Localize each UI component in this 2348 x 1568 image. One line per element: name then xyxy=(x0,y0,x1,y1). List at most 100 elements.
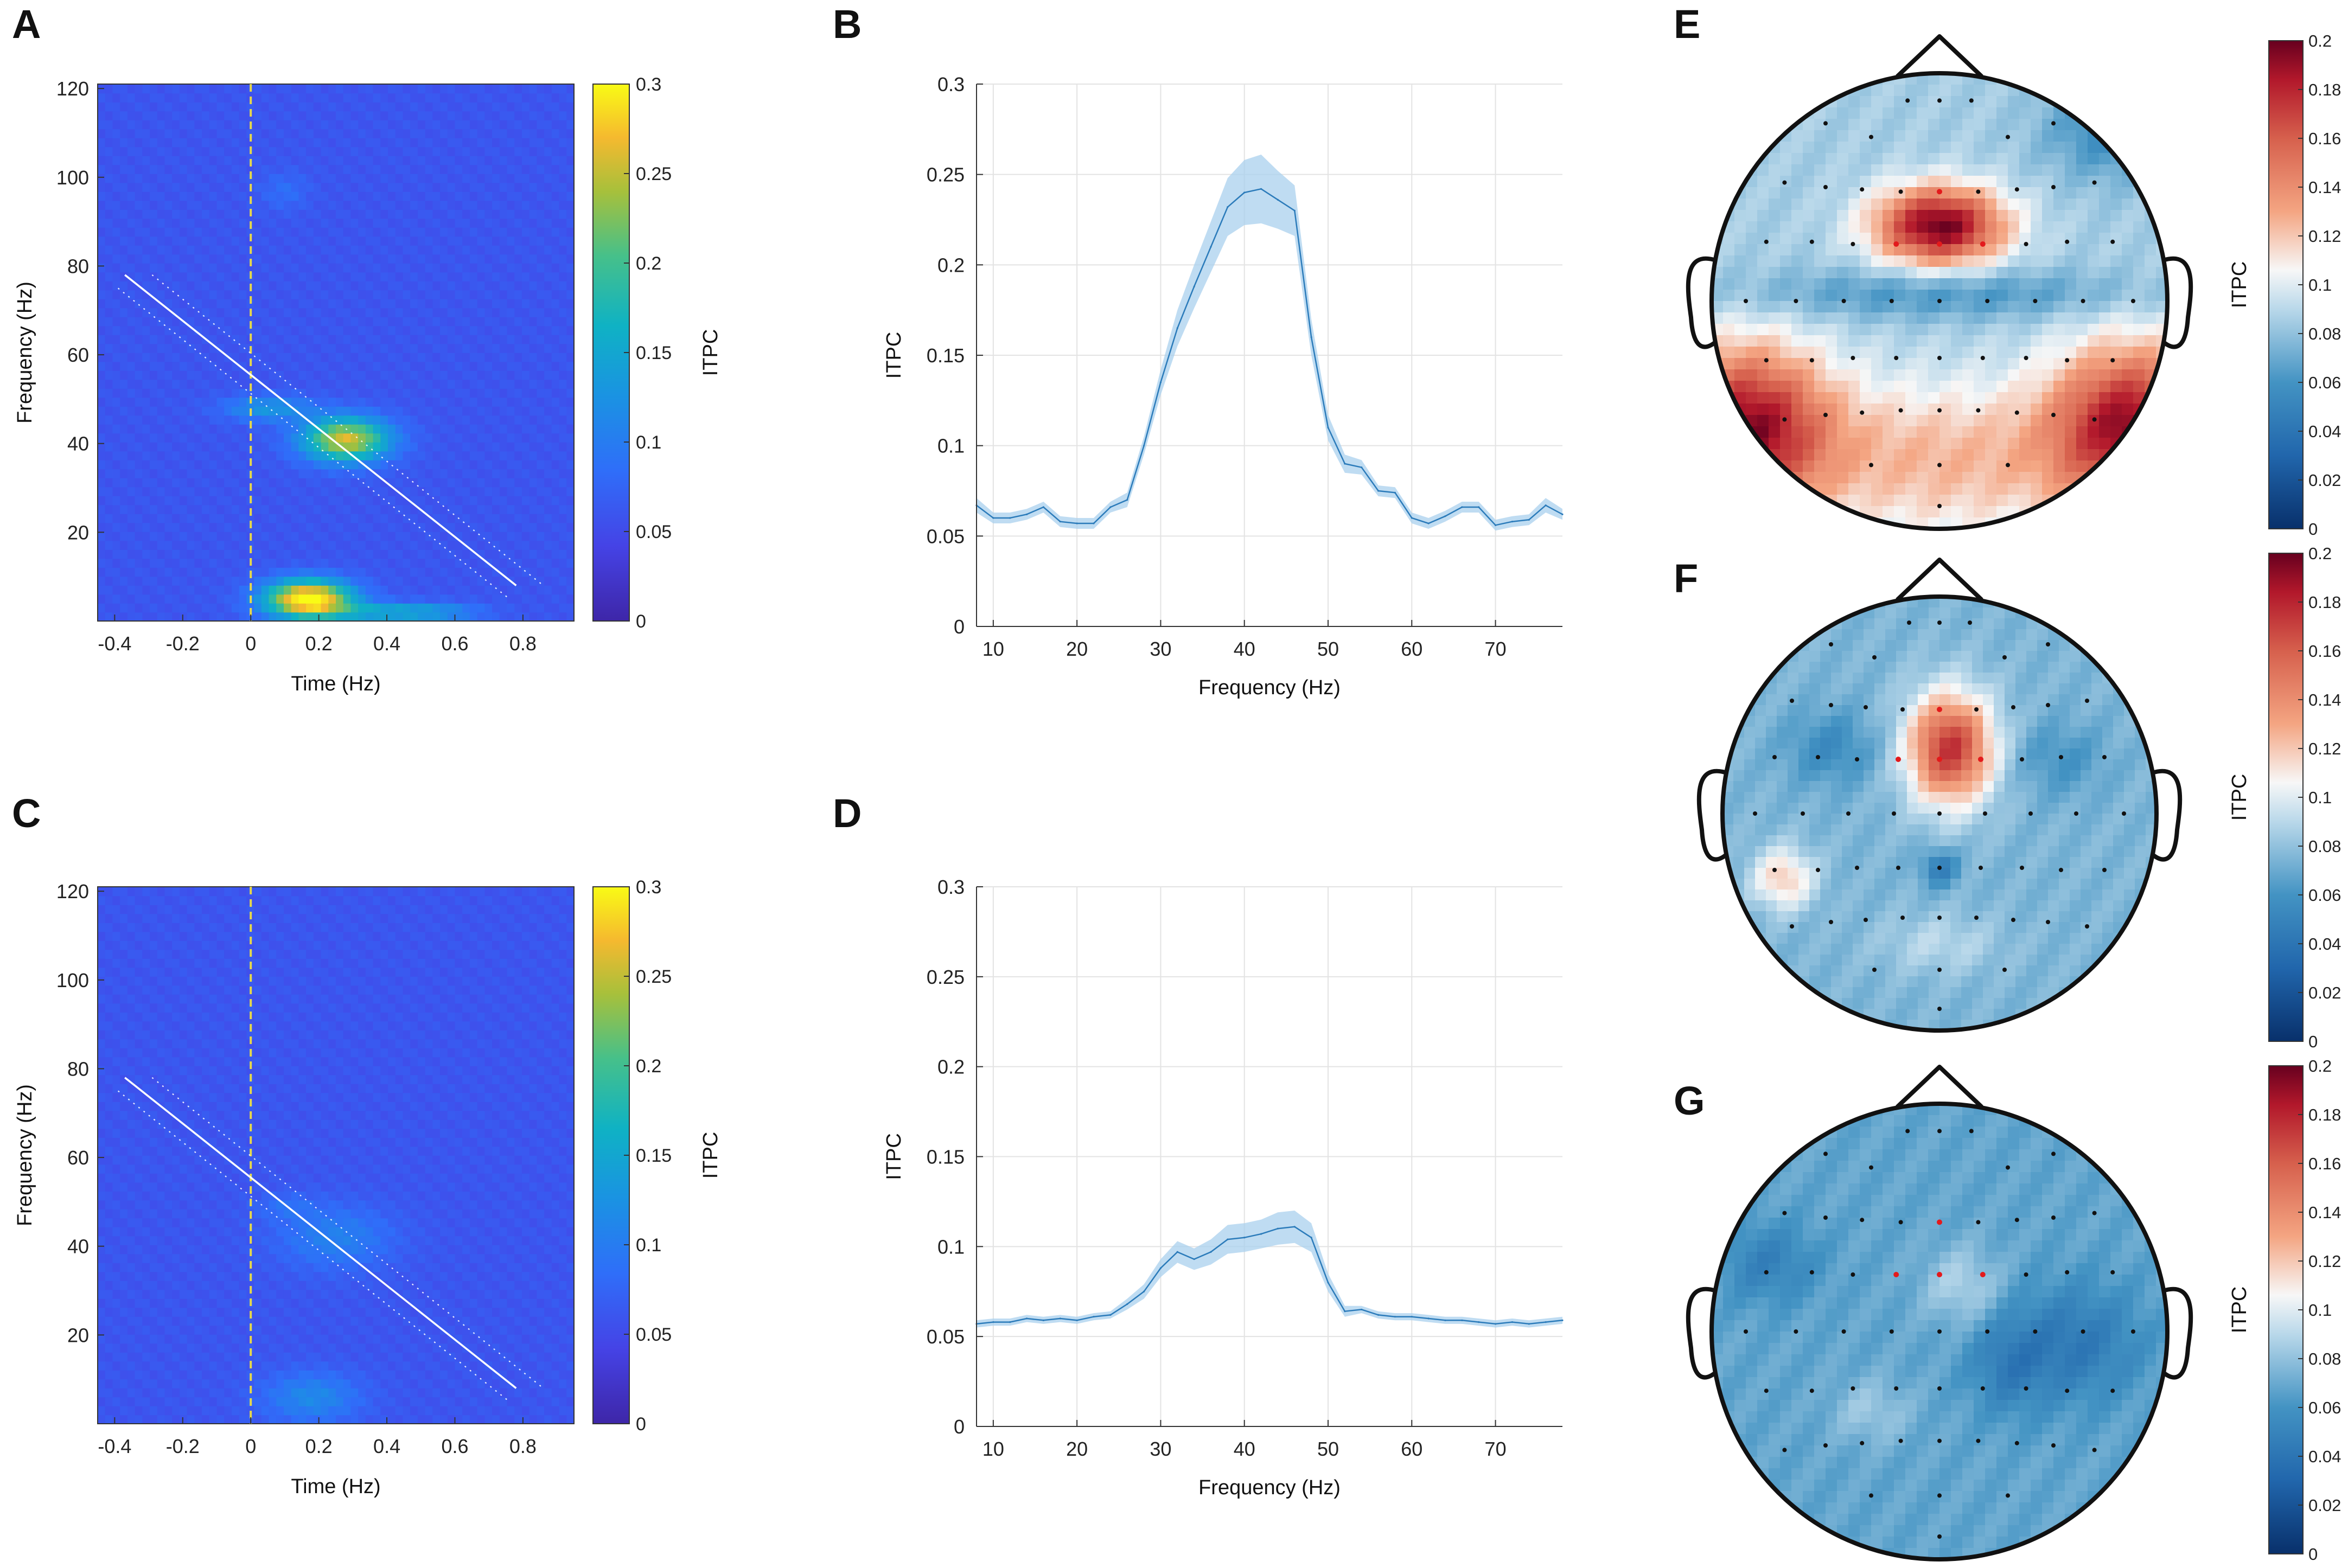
heatmap-cell xyxy=(291,317,299,327)
heatmap-cell xyxy=(231,594,240,604)
heatmap-cell xyxy=(306,1370,314,1380)
heatmap-cell xyxy=(164,1316,173,1326)
heatmap-cell xyxy=(120,1415,128,1424)
heatmap-cell xyxy=(209,451,218,460)
heatmap-cell xyxy=(172,1298,180,1308)
heatmap-cell xyxy=(157,1298,165,1308)
heatmap-cell xyxy=(566,1316,575,1326)
heatmap-cell xyxy=(373,182,381,192)
heatmap-cell xyxy=(246,424,254,434)
heatmap-cell xyxy=(209,236,218,246)
heatmap-cell xyxy=(187,343,195,353)
heatmap-cell xyxy=(120,469,128,478)
heatmap-cell xyxy=(521,1281,530,1290)
heatmap-cell xyxy=(343,191,352,201)
heatmap-cell xyxy=(150,1397,158,1406)
data-point xyxy=(1126,499,1128,501)
heatmap-cell xyxy=(112,612,120,622)
heatmap-cell xyxy=(120,1307,128,1317)
heatmap-cell xyxy=(194,496,202,505)
heatmap-cell xyxy=(276,1334,284,1344)
heatmap-cell xyxy=(194,182,202,192)
heatmap-cell xyxy=(537,370,545,380)
heatmap-cell xyxy=(499,317,508,327)
heatmap-cell xyxy=(135,585,143,595)
heatmap-cell xyxy=(417,254,426,264)
heatmap-cell xyxy=(231,1289,240,1299)
heatmap-cell xyxy=(172,478,180,488)
heatmap-cell xyxy=(403,335,411,344)
heatmap-cell xyxy=(276,496,284,505)
heatmap-cell xyxy=(358,174,366,183)
heatmap-cell xyxy=(477,388,486,398)
heatmap-cell xyxy=(276,1379,284,1388)
heatmap-cell xyxy=(529,487,538,496)
heatmap-cell xyxy=(499,1379,508,1388)
heatmap-cell xyxy=(276,84,284,94)
heatmap-cell xyxy=(298,567,307,577)
heatmap-cell xyxy=(224,1281,232,1290)
heatmap-cell xyxy=(499,200,508,210)
heatmap-cell xyxy=(440,514,448,523)
heatmap-cell xyxy=(447,299,456,309)
heatmap-cell xyxy=(105,549,113,559)
heatmap-cell xyxy=(142,1316,150,1326)
heatmap-cell xyxy=(313,469,322,478)
heatmap-cell xyxy=(313,514,322,523)
heatmap-cell xyxy=(566,317,575,327)
heatmap-cell xyxy=(521,353,530,362)
heatmap-cell xyxy=(313,353,322,362)
heatmap-cell xyxy=(112,397,120,407)
heatmap-cell xyxy=(388,361,396,371)
heatmap-cell xyxy=(440,236,448,246)
heatmap-cell xyxy=(328,290,336,299)
heatmap-cell xyxy=(462,451,470,460)
heatmap-cell xyxy=(373,1397,381,1406)
heatmap-cell xyxy=(291,532,299,541)
heatmap-cell xyxy=(537,1343,545,1353)
heatmap-cell xyxy=(283,325,292,335)
heatmap-cell xyxy=(507,353,515,362)
heatmap-cell xyxy=(425,1388,433,1398)
heatmap-cell xyxy=(380,514,388,523)
heatmap-cell xyxy=(365,308,374,317)
heatmap-cell xyxy=(135,146,143,156)
heatmap-cell xyxy=(455,174,463,183)
heatmap-cell xyxy=(98,567,106,577)
heatmap-cell xyxy=(336,254,344,264)
heatmap-cell xyxy=(462,93,470,103)
heatmap-cell xyxy=(179,567,188,577)
heatmap-cell xyxy=(261,200,270,210)
heatmap-cell xyxy=(544,182,552,192)
heatmap-cell xyxy=(187,146,195,156)
heatmap-cell xyxy=(157,540,165,550)
heatmap-cell xyxy=(291,460,299,470)
heatmap-cell xyxy=(187,388,195,398)
heatmap-cell xyxy=(544,1343,552,1353)
heatmap-cell xyxy=(559,487,567,496)
heatmap-cell xyxy=(537,1352,545,1362)
heatmap-cell xyxy=(112,138,120,148)
heatmap-cell xyxy=(98,182,106,192)
heatmap-cell xyxy=(120,451,128,460)
heatmap-cell xyxy=(469,532,478,541)
heatmap-cell xyxy=(179,254,188,264)
heatmap-cell xyxy=(499,379,508,389)
heatmap-cell xyxy=(521,84,530,94)
heatmap-cell xyxy=(120,281,128,291)
heatmap-cell xyxy=(179,1361,188,1371)
heatmap-cell xyxy=(380,451,388,460)
heatmap-cell xyxy=(432,120,441,130)
heatmap-cell xyxy=(164,182,173,192)
heatmap-cell xyxy=(142,478,150,488)
heatmap-cell xyxy=(559,84,567,94)
heatmap-cell xyxy=(98,594,106,604)
heatmap-cell xyxy=(164,138,173,148)
heatmap-cell xyxy=(388,129,396,138)
heatmap-cell xyxy=(269,478,277,488)
heatmap-cell xyxy=(403,1316,411,1326)
heatmap-cell xyxy=(120,487,128,496)
heatmap-cell xyxy=(164,343,173,353)
heatmap-cell xyxy=(410,209,418,219)
heatmap-cell xyxy=(276,1316,284,1326)
